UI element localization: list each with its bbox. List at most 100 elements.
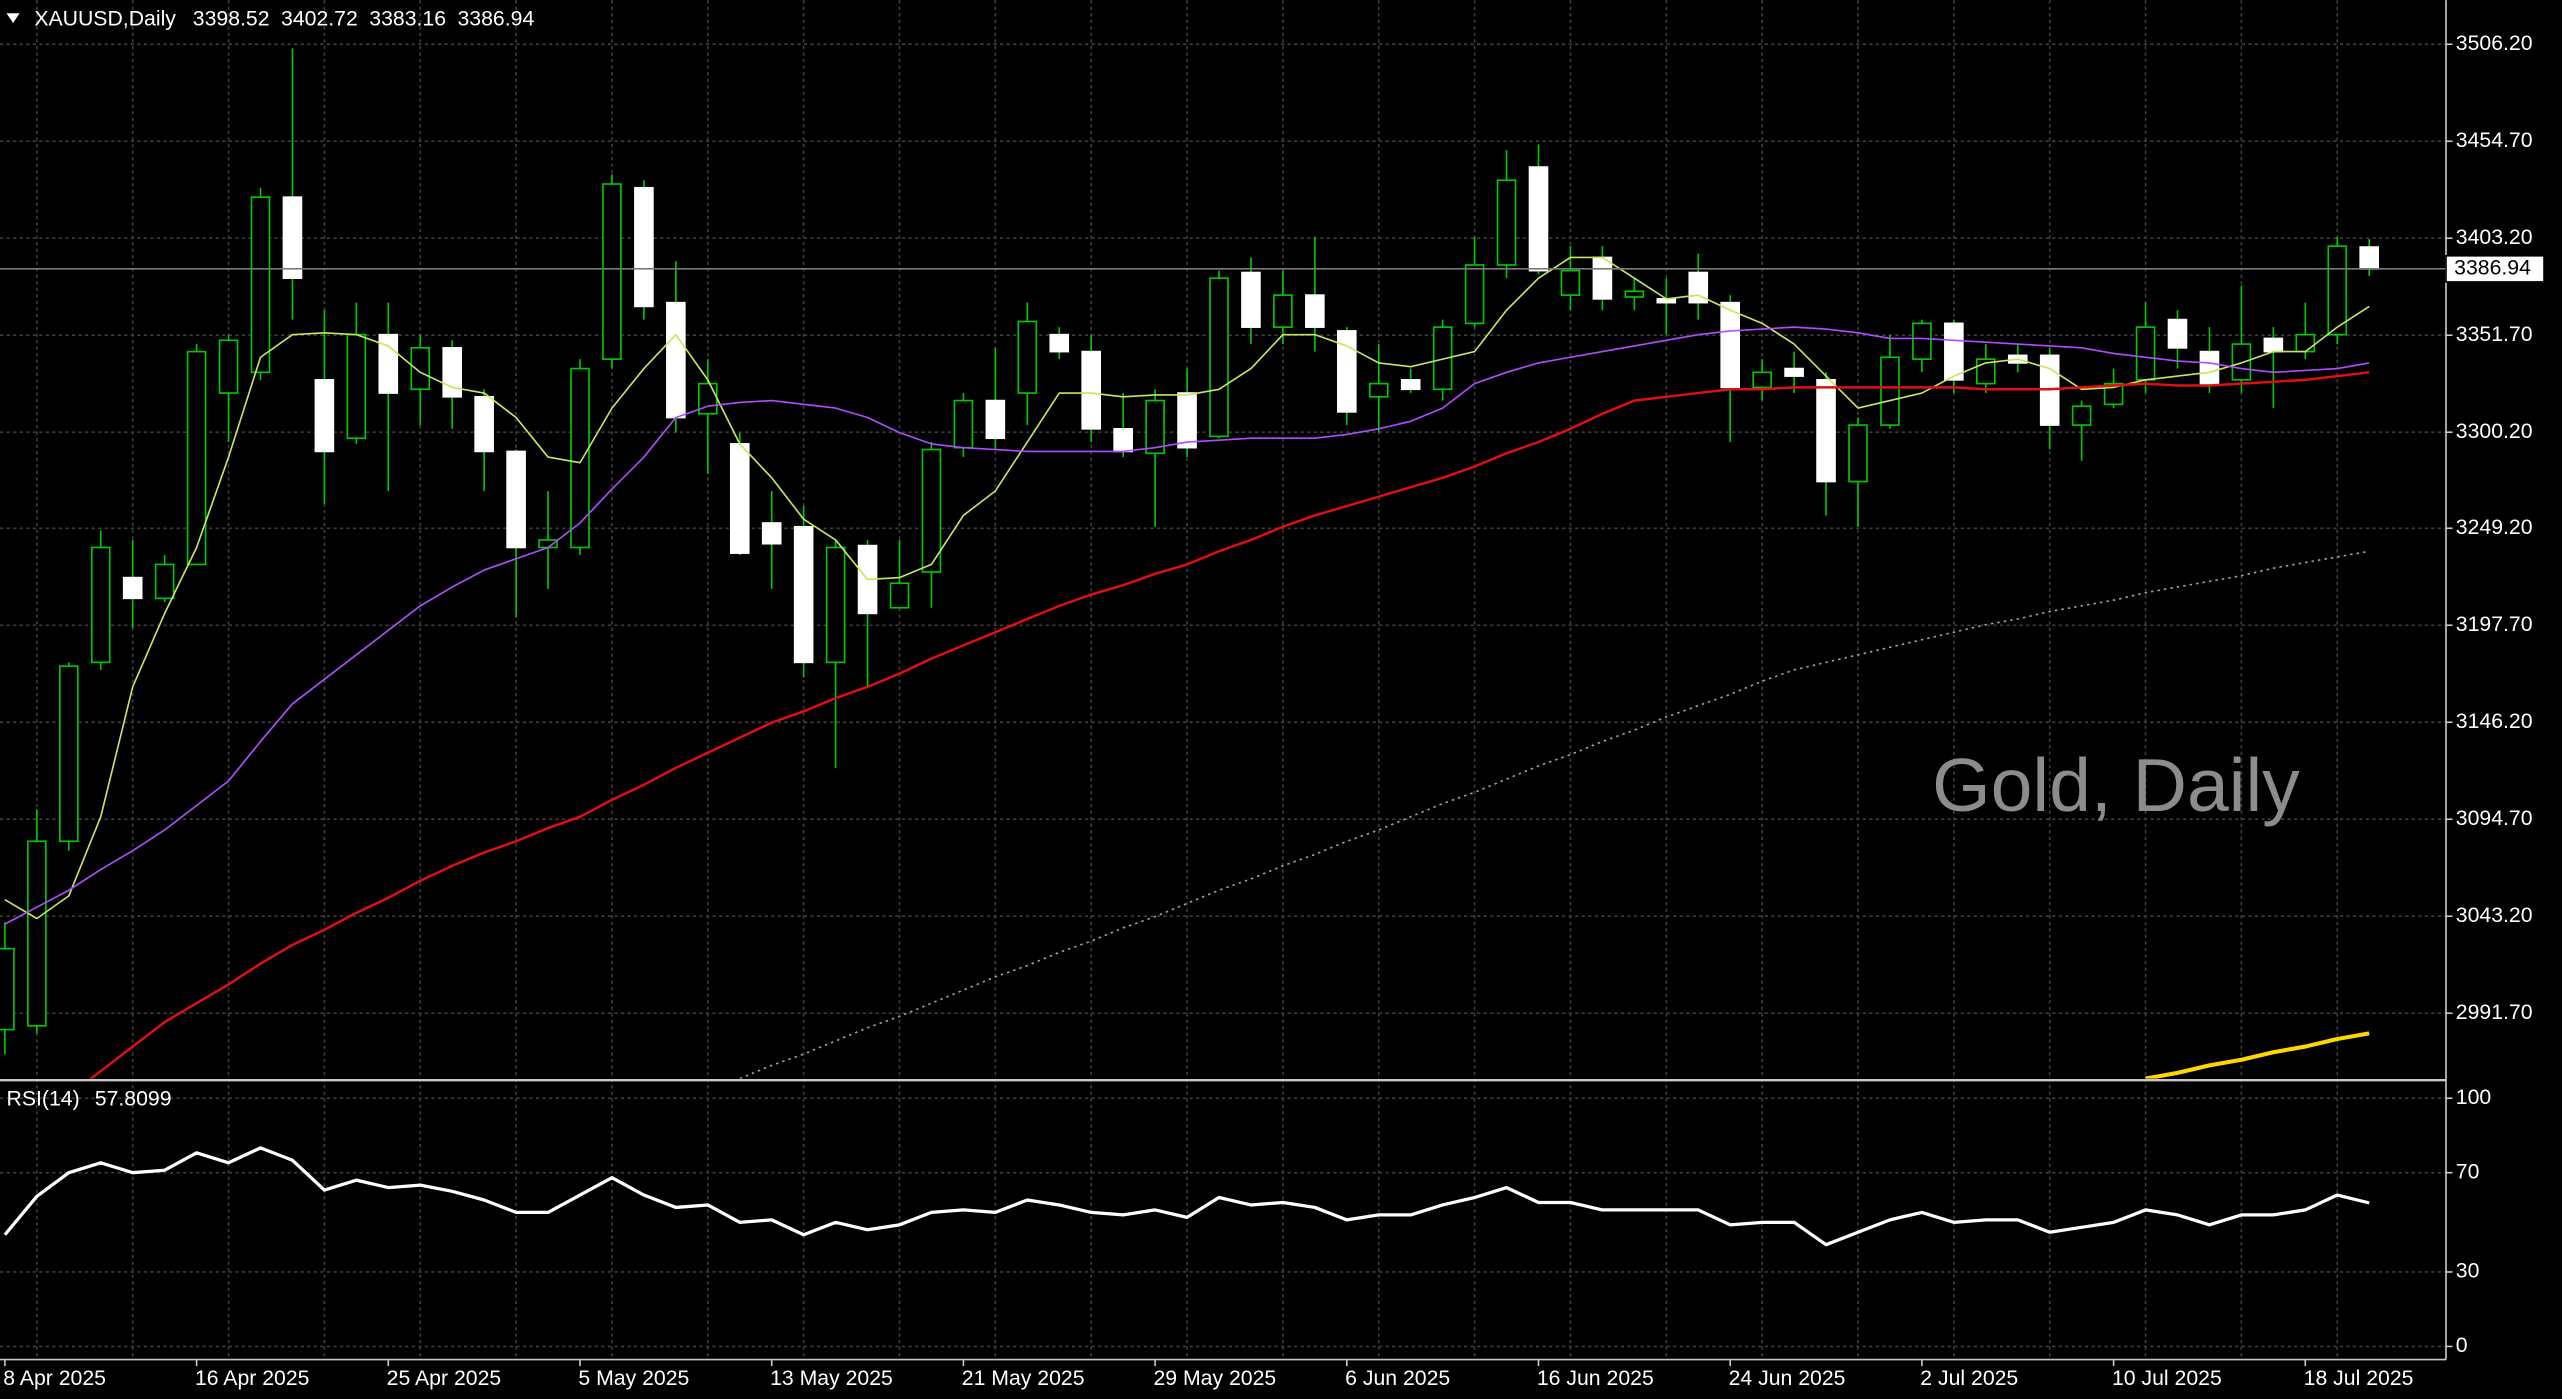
candle-body [1784, 367, 1804, 377]
x-tick-label: 29 May 2025 [1153, 1366, 1276, 1390]
candle-body [889, 582, 910, 609]
ohlc-high: 3402.72 [281, 6, 358, 30]
candle-body [1560, 269, 1581, 296]
candle-body [506, 450, 526, 549]
y-tick-label: 3506.20 [2456, 31, 2533, 55]
x-tick-label: 8 Apr 2025 [3, 1366, 106, 1390]
x-tick-label: 24 Jun 2025 [1729, 1366, 1846, 1390]
candle-body [0, 947, 15, 1031]
y-tick-label: 3454.70 [2456, 128, 2533, 152]
candle-body [1912, 322, 1932, 360]
candle-body [1177, 392, 1197, 449]
candle-body [1720, 301, 1741, 389]
candle-body [2263, 337, 2284, 353]
candle-body [1145, 399, 1165, 455]
candle-body [1273, 294, 1293, 328]
candle-body [1049, 333, 1070, 353]
y-tick-label: 3146.20 [2456, 709, 2533, 733]
y-tick-label: 3043.20 [2456, 903, 2533, 927]
rsi-title: RSI(14) [7, 1086, 80, 1110]
candle-body [250, 196, 271, 374]
candle-body [761, 522, 782, 545]
y-tick-label: 3249.20 [2456, 515, 2533, 539]
candle-body [346, 333, 367, 440]
candle-body [1432, 326, 1453, 391]
candle-body [1081, 350, 1102, 430]
ohlc-low: 3383.16 [369, 6, 446, 30]
candle-body [410, 347, 431, 391]
current-price-label: 3386.94 [2454, 255, 2531, 279]
ohlc-open: 3398.52 [193, 6, 270, 30]
x-tick-label: 16 Jun 2025 [1537, 1366, 1654, 1390]
candle-body [921, 448, 942, 573]
line-series [4, 326, 2370, 925]
x-tick-label: 10 Jul 2025 [2112, 1366, 2222, 1390]
x-tick-label: 21 May 2025 [962, 1366, 1085, 1390]
y-tick-label: 3300.20 [2456, 419, 2533, 443]
candle-body [538, 539, 558, 549]
candle-body [314, 379, 335, 453]
candle-body [122, 576, 143, 600]
candle-body [2103, 382, 2124, 406]
line-series [2145, 1031, 2370, 1079]
candle-body [825, 546, 846, 664]
x-tick-label: 25 Apr 2025 [387, 1366, 502, 1390]
x-tick-label: 16 Apr 2025 [195, 1366, 310, 1390]
candle-body [186, 350, 207, 566]
candle-body [2327, 245, 2348, 336]
x-tick-label: 2 Jul 2025 [1920, 1366, 2018, 1390]
candle-body [2199, 350, 2220, 385]
candle-body [474, 395, 494, 453]
candle-body [1400, 379, 1421, 391]
y-tick-label: 70 [2456, 1159, 2480, 1183]
candle-body [666, 301, 686, 419]
candle-body [1017, 320, 1038, 394]
candle-body [218, 339, 239, 394]
candle-body [1944, 322, 1964, 381]
x-tick-label: 18 Jul 2025 [2304, 1366, 2414, 1390]
candle-body [1209, 277, 1229, 438]
candle-body [1624, 290, 1645, 298]
grid [0, 0, 2446, 1360]
marks [0, 48, 2446, 1247]
candle-body [1368, 382, 1389, 398]
candle-body [2359, 246, 2379, 270]
candle-body [1305, 294, 1325, 328]
candle-body [1816, 379, 1836, 483]
candle-body [1496, 179, 1517, 266]
x-tick-label: 13 May 2025 [770, 1366, 893, 1390]
candle-body [2231, 343, 2252, 381]
candle-body [27, 840, 47, 1027]
line-series [4, 256, 2370, 920]
candle-body [729, 443, 750, 554]
candle-body [793, 525, 814, 664]
symbol-label: XAUUSD,Daily [34, 6, 176, 30]
symbol-menu-arrow[interactable] [6, 13, 20, 24]
axes: 3506.20 3454.70 3403.20 3351.70 3300.20 3249.… [3, 31, 2545, 1390]
ohlc-close: 3386.94 [458, 6, 535, 30]
candle-body [2071, 405, 2092, 426]
candle-body [1752, 371, 1772, 389]
current-price-box [2445, 254, 2545, 283]
y-tick-label: 3403.20 [2456, 225, 2533, 249]
watermark: Gold, Daily [1932, 743, 2300, 827]
candle-body [442, 347, 463, 398]
x-tick-label: 6 Jun 2025 [1345, 1366, 1450, 1390]
candle-body [570, 367, 590, 549]
y-tick-label: 30 [2456, 1259, 2480, 1283]
candle-body [953, 399, 974, 449]
candle-body [90, 546, 111, 664]
line-series [88, 371, 2370, 1079]
candle-body [1113, 428, 1133, 453]
candle-body [634, 186, 654, 308]
candle-body [2167, 318, 2188, 349]
candle-body [1336, 330, 1357, 413]
candle-body [1848, 424, 1868, 483]
candle-body [2295, 333, 2316, 353]
rsi-value: 57.8099 [95, 1086, 172, 1110]
y-tick-label: 0 [2456, 1333, 2468, 1357]
line-series [3, 1146, 2370, 1247]
x-tick-label: 5 May 2025 [578, 1366, 689, 1390]
